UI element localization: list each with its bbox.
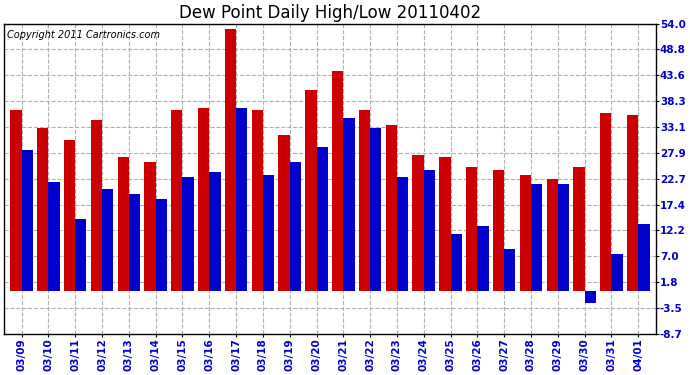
Bar [182, 177, 194, 291]
Bar [370, 128, 382, 291]
Bar [209, 172, 221, 291]
Bar [600, 113, 611, 291]
Bar [37, 128, 48, 291]
Bar [225, 28, 236, 291]
Bar [10, 110, 21, 291]
Bar [627, 115, 638, 291]
Bar [21, 150, 33, 291]
Bar [386, 125, 397, 291]
Bar [102, 189, 113, 291]
Bar [91, 120, 102, 291]
Bar [144, 162, 156, 291]
Title: Dew Point Daily High/Low 20110402: Dew Point Daily High/Low 20110402 [179, 4, 481, 22]
Text: Copyright 2011 Cartronics.com: Copyright 2011 Cartronics.com [8, 30, 160, 40]
Bar [466, 167, 477, 291]
Bar [558, 184, 569, 291]
Bar [413, 155, 424, 291]
Bar [477, 226, 489, 291]
Bar [531, 184, 542, 291]
Bar [236, 108, 247, 291]
Bar [584, 291, 596, 303]
Bar [638, 224, 649, 291]
Bar [252, 110, 263, 291]
Bar [305, 90, 317, 291]
Bar [332, 71, 344, 291]
Bar [440, 157, 451, 291]
Bar [290, 162, 301, 291]
Bar [424, 170, 435, 291]
Bar [64, 140, 75, 291]
Bar [520, 174, 531, 291]
Bar [504, 249, 515, 291]
Bar [263, 174, 274, 291]
Bar [493, 170, 504, 291]
Bar [573, 167, 584, 291]
Bar [344, 118, 355, 291]
Bar [48, 182, 59, 291]
Bar [451, 234, 462, 291]
Bar [611, 254, 622, 291]
Bar [317, 147, 328, 291]
Bar [359, 110, 370, 291]
Bar [117, 157, 129, 291]
Bar [75, 219, 86, 291]
Bar [156, 199, 167, 291]
Bar [198, 108, 209, 291]
Bar [279, 135, 290, 291]
Bar [397, 177, 408, 291]
Bar [129, 194, 140, 291]
Bar [546, 180, 558, 291]
Bar [171, 110, 182, 291]
